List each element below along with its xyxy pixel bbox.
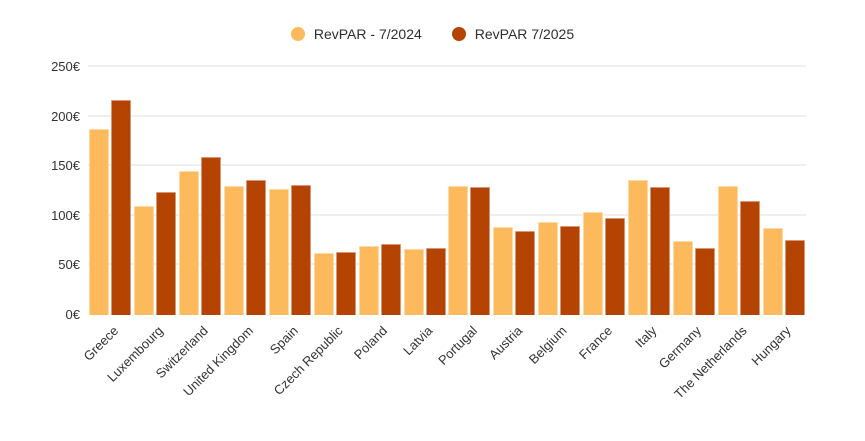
gridline-250 (88, 65, 806, 67)
bar-germany-2025 (694, 247, 715, 315)
y-axis-tick-0: 0€ (65, 307, 80, 322)
bar-group-the-netherlands: The Netherlands (671, 67, 761, 402)
bar-hungary-2024 (762, 227, 783, 315)
bar-the-netherlands-2025 (739, 200, 760, 315)
bar-italy-2024 (627, 180, 648, 315)
bar-group-latvia: Latvia (400, 67, 447, 358)
gridline-150 (88, 164, 806, 167)
x-axis-label-spain: Spain (266, 323, 301, 358)
bar-group-portugal: Portugal (435, 67, 492, 368)
x-axis-label-latvia: Latvia (400, 323, 436, 359)
x-axis-label-greece: Greece (80, 323, 122, 364)
bar-france-2025 (605, 217, 626, 315)
x-axis-label-hungary: Hungary (748, 323, 795, 369)
x-axis-label-italy: Italy (632, 323, 660, 351)
y-axis-tick-100: 100€ (51, 207, 80, 223)
plot-area: 0€ 50€ 100€ 150€ 200€ 250€ Greece Luxembourg Sw… (51, 60, 806, 402)
legend-swatch-2024-icon (290, 27, 305, 41)
bar-poland-2024 (358, 245, 379, 315)
legend-item-revpar-2025[interactable]: RevPAR 7/2025 (451, 26, 575, 42)
bar-czech-republic-2024 (313, 252, 334, 315)
x-axis-label-austria: Austria (485, 323, 525, 363)
bar-greece-2024 (89, 128, 110, 315)
bar-group-germany: Germany (656, 67, 716, 371)
bar-luxembourg-2024 (134, 205, 155, 315)
y-axis-tick-200: 200€ (51, 108, 80, 124)
bar-group-united-kingdom: United Kingdom (180, 67, 268, 399)
bar-switzerland-2025 (201, 157, 222, 315)
legend-label-2024: RevPAR - 7/2024 (313, 26, 422, 42)
bar-austria-2024 (493, 226, 514, 315)
gridline-100 (88, 213, 806, 216)
bar-austria-2025 (515, 230, 536, 315)
bar-group-switzerland: Switzerland (153, 67, 223, 381)
legend-swatch-2025-icon (451, 27, 466, 41)
gridline-200 (88, 114, 806, 117)
bar-germany-2024 (672, 240, 693, 315)
bar-luxembourg-2025 (156, 192, 177, 315)
bar-group-france: France (575, 67, 627, 362)
bar-latvia-2024 (403, 248, 424, 315)
legend-item-revpar-2024[interactable]: RevPAR - 7/2024 (290, 26, 422, 42)
bar-poland-2025 (380, 243, 401, 315)
bar-italy-2025 (649, 187, 670, 315)
bar-group-czech-republic: Czech Republic (270, 67, 357, 398)
gridline-50 (88, 263, 806, 266)
x-axis-label-portugal: Portugal (435, 323, 481, 368)
bar-group-spain: Spain (266, 67, 313, 357)
bar-united-kingdom-2025 (246, 180, 267, 315)
x-axis-label-poland: Poland (351, 323, 391, 363)
bar-latvia-2025 (425, 247, 446, 315)
bar-spain-2025 (290, 185, 311, 315)
chart-legend: RevPAR - 7/2024 RevPAR 7/2025 (0, 26, 865, 42)
bar-belgium-2024 (538, 221, 559, 315)
x-axis-label-belgium: Belgium (525, 323, 570, 367)
bar-spain-2024 (268, 189, 289, 315)
bar-group-greece: Greece (80, 67, 133, 364)
bar-czech-republic-2025 (335, 251, 356, 315)
bar-group-poland: Poland (351, 67, 402, 362)
bar-greece-2025 (111, 99, 132, 315)
bar-group-hungary: Hungary (749, 67, 806, 368)
bar-united-kingdom-2024 (224, 186, 245, 315)
y-axis-tick-150: 150€ (51, 158, 80, 174)
bar-belgium-2025 (560, 225, 581, 315)
legend-label-2025: RevPAR 7/2025 (474, 26, 575, 42)
bar-the-netherlands-2024 (717, 186, 738, 315)
y-axis-tick-250: 250€ (51, 59, 80, 74)
bar-france-2024 (583, 211, 604, 315)
bar-group-luxembourg: Luxembourg (104, 67, 178, 385)
bar-group-austria: Austria (486, 67, 537, 362)
bar-hungary-2025 (784, 239, 805, 315)
bar-groups: Greece Luxembourg Switzerland United Kingdo… (80, 67, 806, 402)
x-axis-label-france: France (575, 323, 615, 363)
bar-group-belgium: Belgium (526, 67, 582, 367)
bar-portugal-2024 (448, 186, 469, 315)
bar-switzerland-2024 (179, 171, 200, 315)
y-axis-tick-50: 50€ (58, 257, 80, 273)
bar-group-italy: Italy (627, 67, 672, 350)
bar-portugal-2025 (470, 187, 491, 315)
